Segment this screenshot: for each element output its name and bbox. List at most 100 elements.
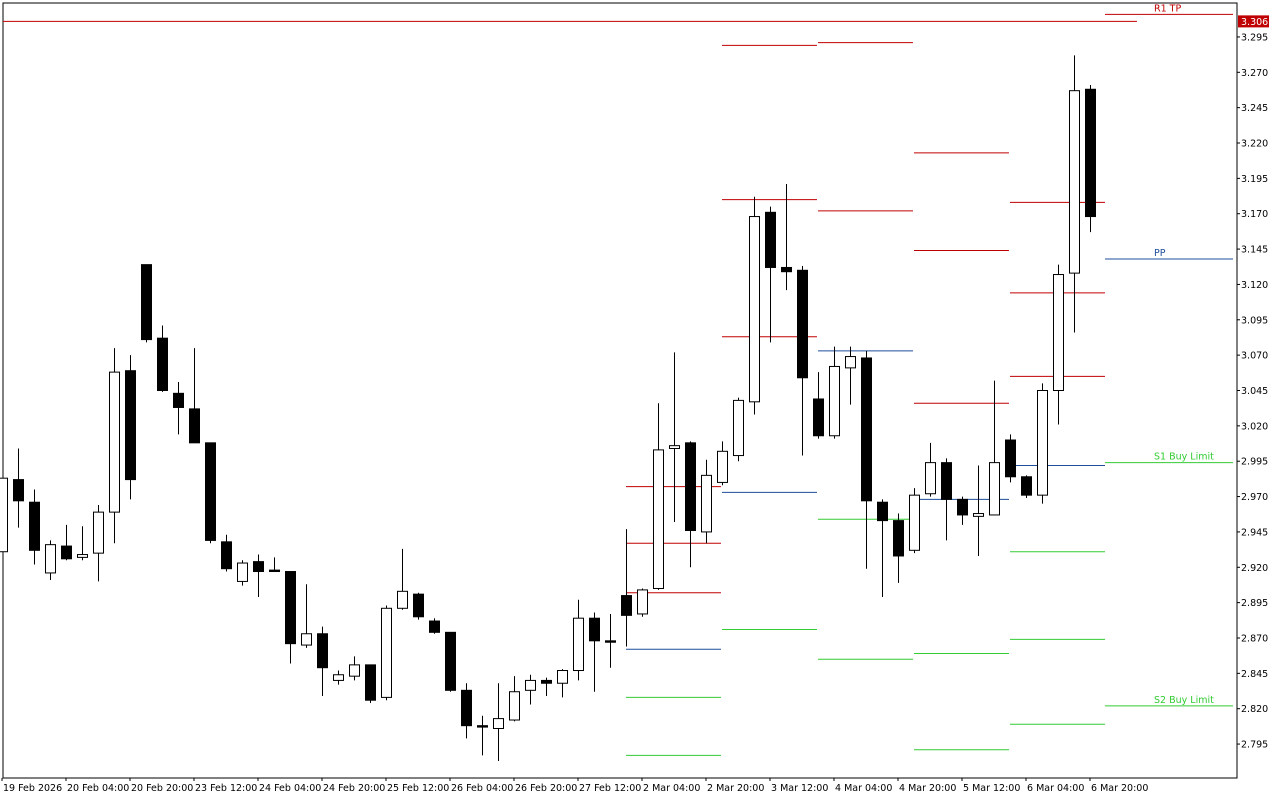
candle-body (1037, 390, 1048, 496)
y-tick-label: 3.145 (1241, 245, 1268, 256)
candle-body (669, 445, 680, 449)
y-tick-label: 3.295 (1241, 32, 1268, 43)
candle-body (205, 442, 216, 541)
y-tick-label: 2.970 (1241, 492, 1268, 503)
x-tick-label: 20 Feb 20:00 (131, 783, 193, 794)
candle-body (333, 674, 344, 681)
candle-body (429, 620, 440, 633)
candle-body (93, 511, 104, 554)
candle-body (29, 501, 40, 551)
candle-body (461, 689, 472, 727)
x-tick-label: 26 Feb 20:00 (515, 783, 577, 794)
y-tick-label: 3.020 (1241, 421, 1268, 432)
x-tick-label: 5 Mar 12:00 (963, 783, 1020, 794)
candle-body (1085, 88, 1096, 218)
candle-body (1069, 90, 1080, 274)
candle-body (893, 520, 904, 557)
candle-body (733, 399, 744, 457)
y-tick-label: 3.170 (1241, 209, 1268, 220)
x-tick-label: 23 Feb 12:00 (195, 783, 257, 794)
y-tick-label: 3.095 (1241, 315, 1268, 326)
candle-body (269, 569, 280, 573)
y-tick-label: 2.795 (1241, 740, 1268, 751)
candle-body (61, 545, 72, 560)
x-tick-label: 24 Feb 04:00 (259, 783, 321, 794)
candle-body (749, 216, 760, 403)
candle-body (957, 498, 968, 516)
candle-body (1005, 439, 1016, 478)
candle-body (1021, 476, 1032, 496)
candle-body (781, 266, 792, 273)
x-tick-label: 27 Feb 12:00 (579, 783, 641, 794)
y-tick-label: 2.820 (1241, 704, 1268, 715)
price-tag-label: 3.306 (1241, 17, 1268, 28)
candle-body (973, 513, 984, 517)
x-tick-label: 19 Feb 2026 (3, 783, 62, 794)
y-tick-label: 2.870 (1241, 633, 1268, 644)
candle-body (445, 631, 456, 691)
candle-body (173, 392, 184, 408)
candle-body (285, 571, 296, 645)
x-tick-label: 20 Feb 04:00 (67, 783, 129, 794)
y-tick-label: 2.920 (1241, 563, 1268, 574)
price-tag (1238, 15, 1269, 28)
candle-body (573, 617, 584, 672)
candle-body (989, 462, 1000, 516)
candle-body (477, 725, 488, 728)
candle-body (141, 264, 152, 341)
x-tick-label: 4 Mar 04:00 (835, 783, 892, 794)
candle-body (365, 664, 376, 701)
candle-body (125, 370, 136, 481)
candle-body (797, 269, 808, 379)
y-tick-label: 2.995 (1241, 457, 1268, 468)
annotation-label: S1 Buy Limit (1154, 452, 1214, 463)
x-tick-label: 3 Mar 12:00 (771, 783, 828, 794)
candle-body (813, 398, 824, 437)
x-tick-label: 25 Feb 12:00 (387, 783, 449, 794)
candle-body (877, 501, 888, 522)
y-tick-label: 3.270 (1241, 68, 1268, 79)
y-tick-label: 3.120 (1241, 280, 1268, 291)
candle-body (301, 633, 312, 646)
y-tick-label: 3.070 (1241, 351, 1268, 362)
candle-body (637, 589, 648, 615)
x-tick-label: 2 Mar 20:00 (707, 783, 764, 794)
candle-body (189, 408, 200, 444)
y-tick-label: 3.220 (1241, 139, 1268, 150)
candle-body (493, 718, 504, 730)
x-tick-label: 2 Mar 04:00 (643, 783, 700, 794)
candle-body (621, 595, 632, 616)
candle-body (413, 593, 424, 618)
candle-body (109, 371, 120, 513)
y-tick-label: 3.195 (1241, 174, 1268, 185)
y-tick-label: 3.045 (1241, 386, 1268, 397)
candle-body (397, 590, 408, 609)
candle-body (717, 450, 728, 483)
y-tick-label: 3.245 (1241, 103, 1268, 114)
y-tick-label: 2.845 (1241, 669, 1268, 680)
candle-body (941, 462, 952, 500)
candle-body (77, 554, 88, 558)
y-tick-label: 2.895 (1241, 598, 1268, 609)
candle-body (237, 562, 248, 582)
candle-body (13, 479, 24, 502)
candle-body (605, 640, 616, 643)
candle-body (541, 679, 552, 684)
candle-body (701, 474, 712, 533)
candle-body (157, 337, 168, 392)
candle-body (349, 664, 360, 677)
candle-body (221, 541, 232, 570)
candle-body (685, 442, 696, 532)
candle-body (253, 561, 264, 573)
plot-frame (2, 2, 1238, 779)
annotation-label: S2 Buy Limit (1154, 695, 1214, 706)
candle-body (1053, 274, 1064, 391)
candle-body (861, 357, 872, 502)
candle-body (509, 691, 520, 721)
y-tick-label: 2.945 (1241, 527, 1268, 538)
candle-body (589, 617, 600, 642)
candle-body (925, 462, 936, 495)
annotation-label: R1 TP (1154, 3, 1181, 14)
candle-body (525, 679, 536, 691)
